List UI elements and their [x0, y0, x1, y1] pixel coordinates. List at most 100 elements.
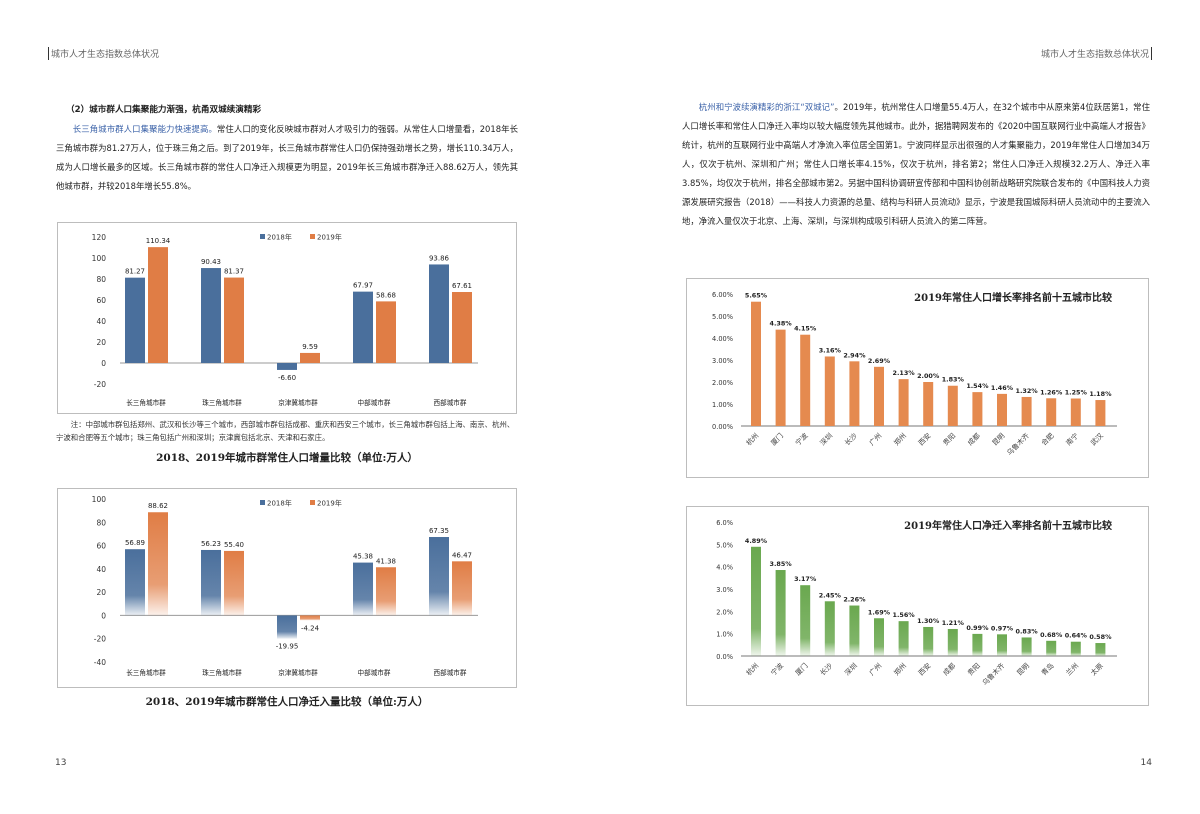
running-header: 城市人才生态指数总体状况	[48, 47, 159, 60]
bar-group: 3.16% 深圳	[818, 346, 842, 447]
bar	[751, 546, 761, 656]
bar	[277, 615, 297, 639]
bar	[452, 292, 472, 363]
category-label: 长三角城市群	[126, 398, 166, 407]
bar	[849, 361, 860, 426]
category-label: 宁波	[769, 661, 785, 677]
data-label: 1.30%	[917, 617, 940, 625]
category-label: 西部城市群	[434, 668, 467, 677]
bar	[1021, 396, 1032, 426]
data-label: 110.34	[146, 237, 171, 245]
bar-group: 5.65% 杭州	[744, 292, 768, 448]
bar	[972, 392, 983, 426]
y-tick-label: 5.0%	[716, 541, 733, 549]
bar-group: 2.45% 长沙	[818, 591, 842, 677]
y-tick-label: 6.00%	[712, 291, 733, 299]
right-page: 城市人才生态指数总体状况 杭州和宁波续演精彩的浙江“双城记”。2019年，杭州常…	[600, 0, 1200, 814]
chart-migration-rate: 6.0% 5.0% 4.0% 3.0% 2.0% 1.0% 0.0% 2019年常住人口净迁入…	[686, 506, 1149, 706]
bar-group: 2.26% 深圳	[843, 596, 867, 678]
bar-group: 1.26% 合肥	[1039, 388, 1063, 447]
bar	[125, 277, 145, 363]
chart-note: 注：中部城市群包括郑州、武汉和长沙等三个城市，西部城市群包括成都、重庆和西安三个…	[56, 420, 515, 442]
y-tick-label: 5.00%	[712, 313, 733, 321]
bar-chart-svg: 6.0% 5.0% 4.0% 3.0% 2.0% 1.0% 0.0% 2019年常住人口净迁入…	[716, 519, 1117, 687]
paragraph-body: 常住人口的变化反映城市群对人才吸引力的强弱。从常住人口增量看，2018年长三角城…	[56, 124, 519, 191]
data-label: 58.68	[376, 291, 396, 299]
y-tick-label: 120	[92, 233, 107, 242]
body-paragraph: 长三角城市群人口集聚能力快速提高。常住人口的变化反映城市群对人才吸引力的强弱。从…	[56, 120, 518, 196]
data-label: 41.38	[376, 557, 396, 565]
bar-chart-svg: 6.00% 5.00% 4.00% 3.00% 2.00% 1.00% 0.00% 2019年…	[712, 291, 1117, 457]
bar	[997, 393, 1007, 426]
bar	[849, 605, 860, 656]
y-tick-label: 100	[92, 495, 107, 504]
data-label: 2.00%	[917, 372, 940, 380]
bar	[751, 301, 761, 426]
bar	[947, 628, 958, 656]
data-label: 46.47	[452, 551, 472, 559]
bar	[1070, 641, 1081, 656]
data-label: 1.21%	[942, 619, 965, 627]
bar	[353, 562, 373, 616]
y-tick-label: -40	[94, 658, 106, 667]
category-label: 西部城市群	[434, 398, 467, 407]
bar	[376, 301, 396, 363]
bar-group: 1.30% 西安	[916, 617, 940, 677]
category-label: 乌鲁木齐	[1005, 431, 1031, 457]
legend-label: 2018年	[267, 499, 292, 508]
page-number: 13	[55, 758, 67, 768]
bar	[148, 247, 168, 363]
bar	[824, 601, 835, 656]
y-tick-label: 2.00%	[712, 379, 733, 387]
category-label: 宁波	[793, 431, 809, 447]
data-label: 2.94%	[843, 351, 866, 359]
data-label: 3.85%	[770, 560, 793, 568]
y-tick-label: 60	[96, 296, 106, 305]
y-tick-label: 60	[96, 542, 106, 551]
category-label: 京津冀城市群	[278, 398, 318, 407]
bar	[1095, 643, 1106, 656]
chart-title: 2019年常住人口净迁入率排名前十五城市比较	[904, 519, 1112, 532]
data-label: 88.62	[148, 502, 168, 510]
bar-group: 1.69% 广州	[867, 608, 891, 677]
bar-group: 4.38% 厦门	[769, 320, 793, 448]
data-label: 0.99%	[966, 624, 989, 632]
y-tick-label: 0.0%	[716, 653, 733, 661]
data-label: -4.24	[301, 624, 320, 632]
y-tick-label: 4.00%	[712, 335, 733, 343]
bar	[429, 537, 449, 616]
data-label: 0.97%	[991, 624, 1014, 632]
bar	[1046, 640, 1057, 656]
data-label: 1.32%	[1016, 387, 1039, 395]
data-label: 2.69%	[868, 357, 891, 365]
bar-group: 0.83% 昆明	[1015, 627, 1038, 677]
bar-group: 1.18% 武汉	[1089, 390, 1113, 447]
y-tick-label: 6.0%	[716, 519, 733, 527]
y-tick-label: 20	[96, 588, 106, 597]
category-label: 珠三角城市群	[202, 398, 242, 407]
y-tick-label: 1.00%	[712, 401, 733, 409]
y-tick-label: 1.0%	[716, 631, 733, 639]
data-label: 2.45%	[819, 591, 842, 599]
legend-swatch	[260, 234, 265, 239]
legend-swatch	[310, 234, 315, 239]
category-label: 武汉	[1089, 431, 1105, 447]
category-label: 乌鲁木齐	[980, 661, 1006, 687]
data-label: 90.43	[201, 258, 221, 266]
y-tick-label: -20	[94, 380, 106, 389]
data-label: 0.58%	[1089, 633, 1112, 641]
data-label: 4.38%	[770, 320, 793, 328]
data-label: 67.61	[452, 282, 472, 290]
bar-chart-svg: 100 80 60 40 20 0 -20 -40 2018年 2019年 56.89 88.62 长三…	[92, 495, 478, 677]
bar	[923, 626, 934, 656]
bar	[452, 561, 472, 616]
bar	[376, 567, 396, 616]
legend-swatch	[260, 500, 265, 505]
chart-net-migration: 100 80 60 40 20 0 -20 -40 2018年 2019年 56.89 88.62 长三…	[57, 488, 517, 688]
bar	[1070, 398, 1081, 426]
bar	[775, 329, 786, 426]
bar-group: 56.89 88.62 长三角城市群	[125, 502, 168, 677]
bar-group: 93.86 67.61 西部城市群	[429, 254, 472, 407]
